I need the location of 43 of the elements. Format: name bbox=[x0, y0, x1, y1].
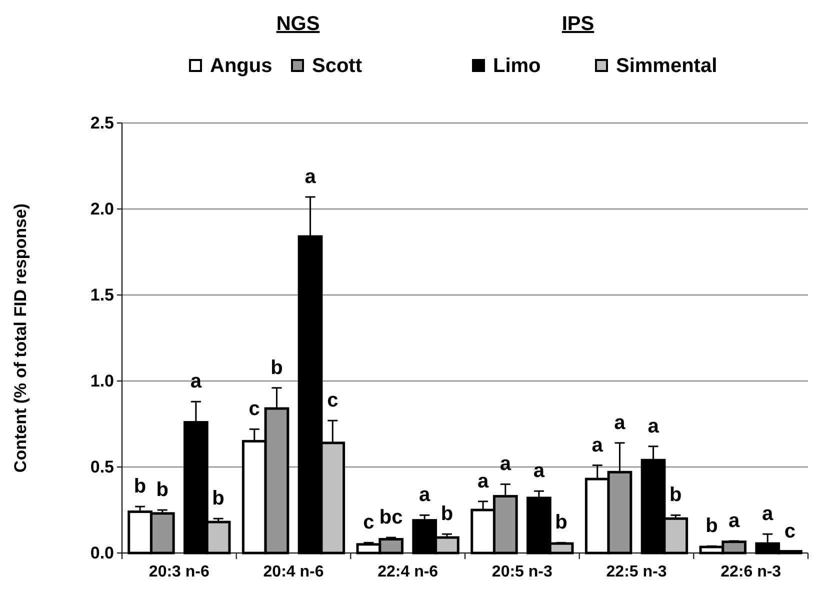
data-label: a bbox=[592, 434, 604, 456]
data-label: b bbox=[670, 484, 682, 506]
data-label: a bbox=[304, 166, 317, 188]
legend-label: Angus bbox=[210, 55, 272, 77]
x-tick-label: 22:6 n-3 bbox=[720, 563, 782, 580]
data-label: c bbox=[784, 520, 796, 542]
x-tick-label: 22:5 n-3 bbox=[606, 563, 667, 580]
data-label: b bbox=[555, 512, 568, 534]
data-label: c bbox=[327, 390, 338, 412]
data-label: bc bbox=[379, 506, 403, 529]
data-label: a bbox=[762, 503, 774, 526]
data-label: a bbox=[533, 460, 546, 482]
x-tick-label: 20:4 n-6 bbox=[263, 563, 324, 580]
y-tick-label: 2.5 bbox=[90, 113, 114, 132]
data-label: c bbox=[248, 398, 260, 420]
data-label: b bbox=[134, 476, 146, 498]
data-label: b bbox=[156, 479, 169, 501]
data-label: b bbox=[440, 503, 454, 526]
x-tick-label: 20:5 n-3 bbox=[492, 563, 553, 580]
x-tick-label: 22:4 n-6 bbox=[378, 563, 438, 580]
y-tick-label: 0.5 bbox=[90, 457, 114, 476]
x-tick-label: 20:3 n-6 bbox=[148, 563, 210, 580]
data-label: a bbox=[477, 470, 490, 492]
data-label: a bbox=[648, 415, 660, 438]
text: NGS bbox=[276, 13, 320, 35]
y-tick-label: 1.5 bbox=[90, 285, 114, 304]
y-axis-title: Content (% of total FID response) bbox=[11, 203, 30, 473]
data-label: a bbox=[190, 370, 202, 393]
y-tick-label: 1.0 bbox=[90, 371, 114, 390]
data-label: a bbox=[500, 453, 512, 476]
data-label: a bbox=[419, 484, 432, 506]
data-label: a bbox=[728, 510, 740, 532]
legend-label: Scott bbox=[312, 55, 362, 77]
data-label: b bbox=[706, 515, 718, 538]
data-label: c bbox=[363, 512, 374, 534]
y-tick-label: 2.0 bbox=[90, 199, 114, 218]
data-label: b bbox=[212, 488, 224, 510]
data-label: b bbox=[270, 356, 283, 379]
legend-label: Simmental bbox=[616, 55, 718, 77]
text: IPS bbox=[562, 13, 594, 35]
data-label: a bbox=[614, 412, 626, 434]
y-tick-label: 0.0 bbox=[90, 543, 114, 562]
legend-label: Limo bbox=[493, 55, 541, 77]
